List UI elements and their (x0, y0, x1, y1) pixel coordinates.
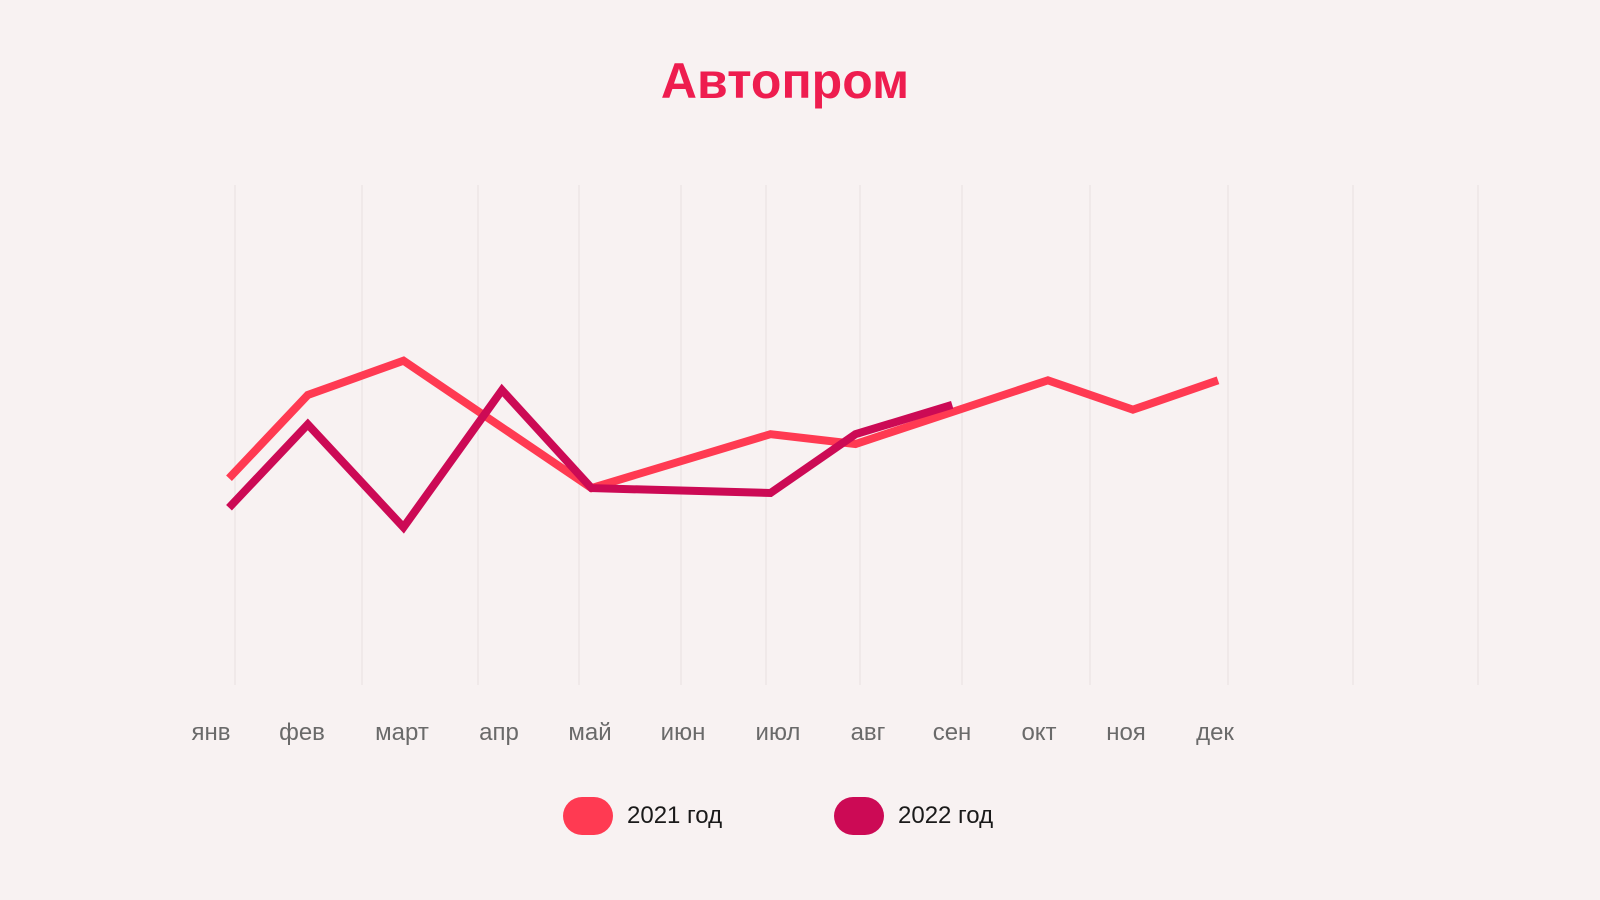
x-tick-label-7: авг (851, 719, 886, 746)
legend-label-2022: 2022 год (898, 802, 994, 829)
x-tick-label-8: сен (933, 719, 972, 746)
legend-label-2021: 2021 год (627, 802, 723, 829)
x-tick-label-4: май (568, 719, 611, 746)
legend-item-2022: 2022 год (834, 794, 993, 838)
x-tick-label-1: фев (279, 719, 325, 746)
legend-swatch-2022 (834, 797, 884, 835)
x-tick-label-5: июн (661, 719, 706, 746)
grid-lines (234, 185, 1479, 685)
x-axis-tick-labels: янв фев март апр май июн июл авг сен окт ноя дек (192, 719, 1235, 746)
x-tick-label-0: янв (192, 719, 231, 746)
series-line-1 (226, 383, 954, 534)
series-line-0 (226, 356, 1220, 493)
x-tick-label-11: дек (1196, 719, 1234, 746)
chart-title: Автопром (660, 53, 910, 109)
x-tick-label-3: апр (479, 719, 519, 746)
legend-item-2021: 2021 год (563, 794, 722, 838)
x-tick-label-2: март (375, 719, 429, 746)
series-lines (226, 356, 1220, 534)
x-tick-label-9: окт (1021, 719, 1056, 746)
x-tick-label-10: ноя (1106, 719, 1146, 746)
x-tick-label-6: июл (756, 719, 801, 746)
legend-swatch-2021 (563, 797, 613, 835)
legend: 2021 год 2022 год (0, 794, 1600, 838)
